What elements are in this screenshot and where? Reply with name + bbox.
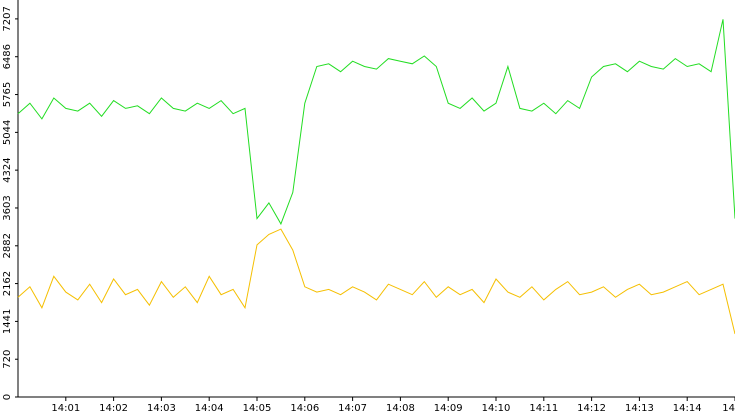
x-tick-label: 14:06 bbox=[290, 403, 319, 414]
x-tick-label: 14:10 bbox=[482, 403, 511, 414]
y-tick-label: 0 bbox=[2, 394, 13, 400]
y-tick-label: 1441 bbox=[2, 309, 13, 334]
x-tick-label: 14:12 bbox=[577, 403, 606, 414]
y-tick-label: 7207 bbox=[2, 6, 13, 31]
x-tick-label: 14:03 bbox=[147, 403, 176, 414]
series-line bbox=[17, 228, 735, 335]
x-tick-label: 14:13 bbox=[625, 403, 654, 414]
y-tick-label: 5765 bbox=[2, 82, 13, 107]
y-tick-label: 5044 bbox=[2, 120, 13, 145]
series-line bbox=[17, 19, 735, 226]
y-tick-label: 720 bbox=[2, 350, 13, 369]
x-tick-label: 14 bbox=[722, 403, 735, 414]
y-tick-label: 6486 bbox=[2, 44, 13, 69]
y-tick-label: 4324 bbox=[2, 157, 13, 182]
x-tick-label: 14:14 bbox=[673, 403, 702, 414]
x-tick-label: 14:01 bbox=[51, 403, 80, 414]
y-tick-label: 2162 bbox=[2, 271, 13, 296]
x-tick-label: 14:07 bbox=[338, 403, 367, 414]
x-tick-label: 14:04 bbox=[195, 403, 224, 414]
y-tick-label: 2882 bbox=[2, 233, 13, 258]
x-tick-label: 14:05 bbox=[243, 403, 272, 414]
x-tick-label: 14:08 bbox=[386, 403, 415, 414]
x-tick-label: 14:11 bbox=[529, 403, 558, 414]
x-tick-label: 14:09 bbox=[434, 403, 463, 414]
x-tick-label: 14:02 bbox=[99, 403, 128, 414]
y-tick-label: 3603 bbox=[2, 195, 13, 220]
